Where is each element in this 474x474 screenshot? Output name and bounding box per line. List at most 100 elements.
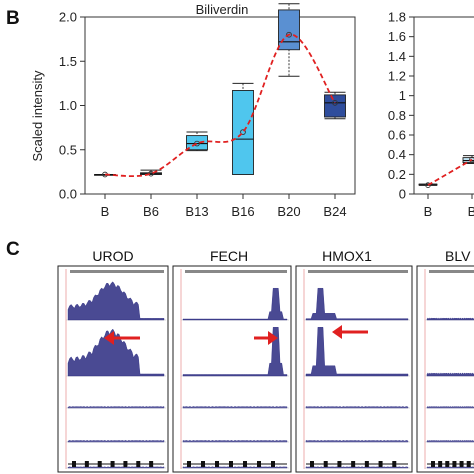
coverage-track: [67, 281, 165, 321]
y-tick-label: 1.5: [59, 54, 77, 69]
ruler-bar: [429, 270, 474, 273]
exon-block: [257, 461, 261, 467]
box-B6: [140, 169, 162, 177]
track-panel: [295, 265, 413, 473]
track-panel: [172, 265, 292, 473]
exon-block: [364, 461, 369, 467]
exon-block: [351, 461, 356, 467]
coverage-track: [305, 288, 409, 321]
y-tick-label: 1.2: [388, 69, 406, 84]
exon-block: [72, 461, 76, 467]
x-tick-label: B20: [277, 204, 300, 219]
exon-block: [378, 461, 383, 467]
box-B13: [186, 131, 208, 152]
coverage-track: [182, 440, 288, 443]
mean-marker: [332, 99, 338, 106]
x-tick-label: B: [424, 204, 433, 219]
exon-block: [136, 461, 141, 467]
plot-frame-2: [413, 16, 474, 195]
x-tick-label: B13: [185, 204, 208, 219]
box-B: [462, 155, 474, 165]
box-body: [278, 9, 300, 51]
box-B20: [278, 3, 300, 77]
coverage-track: [426, 440, 474, 443]
y-tick-label: 0.5: [59, 142, 77, 157]
ruler-bar: [308, 270, 408, 273]
coverage-track: [182, 327, 288, 377]
mean-trend-line: [427, 158, 473, 186]
y-tick-label: 1.8: [388, 10, 406, 25]
box-body: [324, 94, 346, 118]
coverage-track: [182, 406, 288, 409]
exon-block: [438, 461, 443, 467]
arrow-head: [268, 331, 278, 345]
exon-block: [466, 461, 471, 467]
coverage-track: [305, 327, 409, 377]
panel-b-letter: B: [6, 8, 20, 29]
arrow-head: [104, 331, 114, 345]
exon-block: [337, 461, 342, 467]
exon-block: [201, 461, 205, 467]
coverage-track: [426, 372, 474, 377]
track-panel: [416, 265, 474, 473]
y-tick-label: 0.6: [388, 128, 406, 143]
coverage-track: [67, 328, 165, 377]
gene-label-urod: UROD: [92, 248, 133, 264]
gene-label-blv: BLV: [445, 248, 471, 264]
box-body: [186, 135, 208, 151]
panel-c-letter: C: [6, 239, 20, 260]
y-tick-label: 0.0: [59, 187, 77, 202]
exon-block: [445, 461, 450, 467]
mean-marker: [286, 31, 292, 38]
exon-block: [215, 461, 219, 467]
y-tick-label: 1.4: [388, 49, 406, 64]
x-tick-label: B: [101, 204, 110, 219]
exon-block: [110, 461, 115, 467]
coverage-track: [305, 440, 409, 443]
y-tick-label: 1: [399, 88, 406, 103]
y-tick-label: 2.0: [59, 10, 77, 25]
exon-block: [323, 461, 328, 467]
highlight-arrow: [254, 331, 278, 345]
exon-block: [271, 461, 275, 467]
exon-block: [310, 461, 314, 467]
chart-title: Biliverdin: [196, 2, 249, 17]
y-tick-label: 1.6: [388, 29, 406, 44]
ruler-bar: [185, 270, 287, 273]
mean-marker: [240, 129, 246, 135]
x-tick-label: B24: [323, 204, 346, 219]
exon-block: [229, 461, 233, 467]
y-axis-label: Scaled intensity: [30, 70, 45, 162]
y-tick-label: 0: [399, 187, 406, 202]
coverage-track: [305, 406, 409, 409]
mean-marker: [469, 156, 474, 163]
exon-block: [187, 461, 191, 467]
box-B24: [324, 91, 346, 120]
mean-trend-line: [104, 33, 336, 178]
second-boxplot: 0 0.2 0.4 0.6 0.8 1 1.2 1.4 1.6 1.8 B B: [388, 10, 474, 219]
exon-block: [123, 461, 128, 467]
coverage-track: [67, 439, 165, 443]
gene-label-fech: FECH: [210, 248, 248, 264]
coverage-track: [182, 288, 288, 321]
x-tick-label: B: [468, 204, 474, 219]
coverage-track: [426, 317, 474, 321]
y-tick-label: 0.8: [388, 108, 406, 123]
track-frame: [416, 265, 474, 473]
exon-block: [431, 461, 435, 467]
genome-browser-tracks: [57, 265, 474, 473]
x-tick-label: B16: [231, 204, 254, 219]
y-tick-label: 1.0: [59, 98, 77, 113]
exon-block: [97, 461, 102, 467]
exon-block: [392, 461, 397, 467]
highlight-arrow: [332, 325, 368, 339]
box-B16: [232, 82, 254, 176]
coverage-track: [67, 406, 165, 409]
y-tick-label: 0.4: [388, 147, 406, 162]
mean-marker: [194, 140, 200, 147]
exon-block: [459, 461, 464, 467]
exon-block: [84, 461, 89, 467]
biliverdin-boxplot: Biliverdin Scaled intensity 0.0 0.5 1.0 1.5…: [30, 2, 356, 219]
exon-block: [452, 461, 457, 467]
